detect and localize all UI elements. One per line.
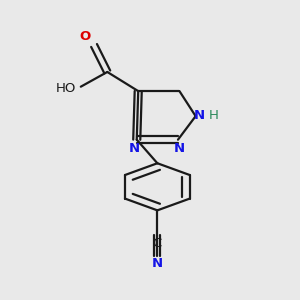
Text: C: C bbox=[153, 237, 162, 250]
Text: N: N bbox=[194, 109, 205, 122]
Text: H: H bbox=[209, 109, 219, 122]
Text: N: N bbox=[129, 142, 140, 155]
Text: HO: HO bbox=[56, 82, 76, 95]
Text: O: O bbox=[79, 30, 91, 44]
Text: N: N bbox=[152, 257, 163, 270]
Text: N: N bbox=[174, 142, 185, 155]
